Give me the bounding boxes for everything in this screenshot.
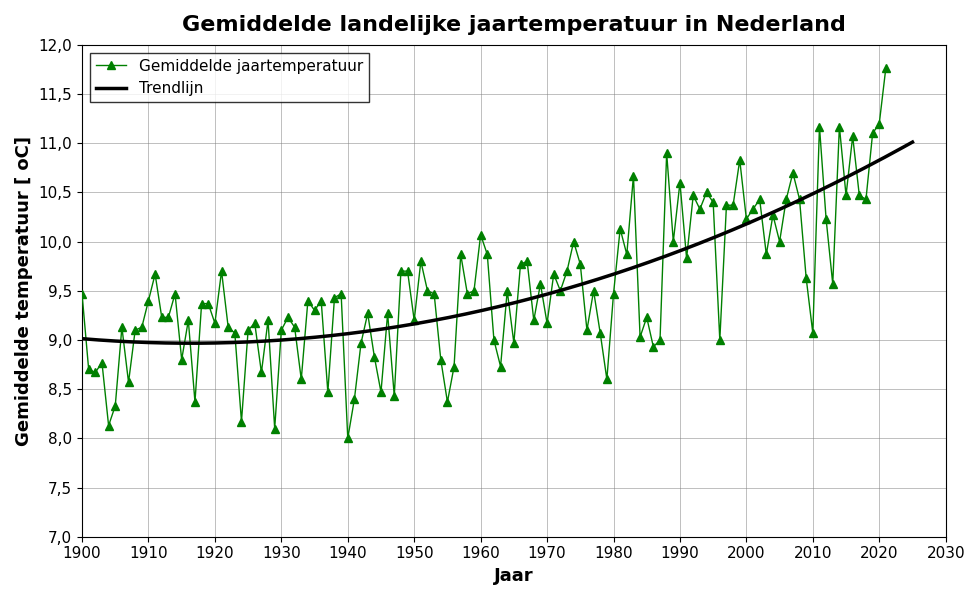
Y-axis label: Gemiddelde temperatuur [ oC]: Gemiddelde temperatuur [ oC] [15, 136, 33, 446]
Gemiddelde jaartemperatuur [880, 64, 892, 71]
Trendlijn [570, 282, 582, 289]
Trendlijn [573, 281, 585, 289]
Trendlijn [184, 340, 196, 347]
X-axis label: Jaar: Jaar [494, 567, 534, 585]
Gemiddelde jaartemperatuur [76, 290, 88, 298]
Gemiddelde jaartemperatuur [263, 317, 274, 324]
Line: Trendlijn: Trendlijn [82, 142, 912, 343]
Line: Gemiddelde jaartemperatuur: Gemiddelde jaartemperatuur [77, 64, 890, 443]
Title: Gemiddelde landelijke jaartemperatuur in Nederland: Gemiddelde landelijke jaartemperatuur in… [182, 15, 846, 35]
Trendlijn [79, 335, 91, 343]
Trendlijn [832, 178, 844, 185]
Legend: Gemiddelde jaartemperatuur, Trendlijn: Gemiddelde jaartemperatuur, Trendlijn [89, 53, 368, 103]
Gemiddelde jaartemperatuur [335, 290, 347, 298]
Gemiddelde jaartemperatuur [827, 280, 839, 287]
Trendlijn [587, 277, 599, 284]
Trendlijn [76, 335, 88, 342]
Trendlijn [779, 203, 791, 211]
Gemiddelde jaartemperatuur [594, 329, 606, 337]
Gemiddelde jaartemperatuur [860, 196, 872, 203]
Gemiddelde jaartemperatuur [521, 257, 533, 265]
Gemiddelde jaartemperatuur [342, 435, 354, 442]
Trendlijn [906, 139, 918, 146]
